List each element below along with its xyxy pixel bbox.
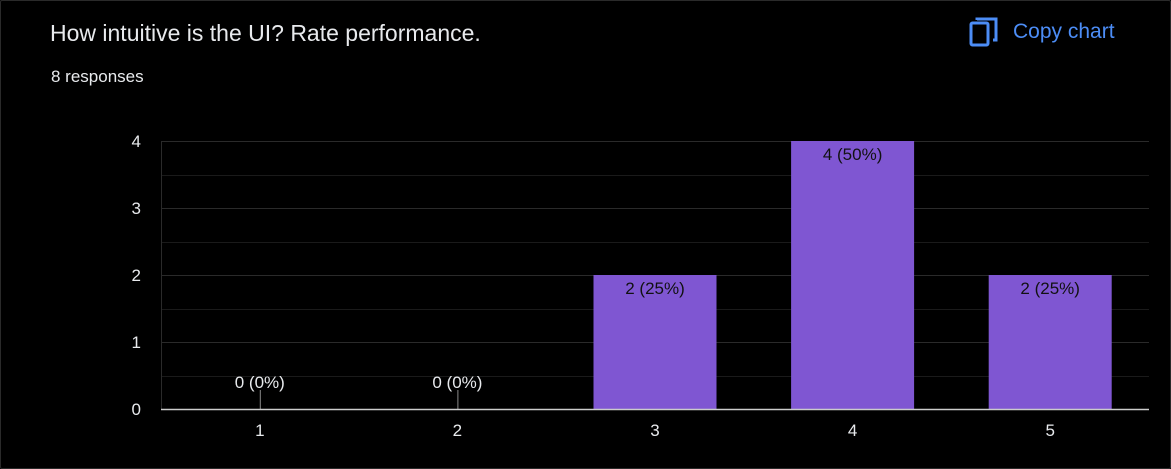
y-tick-label: 2 [132, 266, 141, 285]
bar [791, 141, 915, 409]
y-tick-label: 1 [132, 333, 141, 352]
x-tick-label: 4 [848, 421, 857, 440]
data-label: 4 (50%) [823, 145, 883, 164]
chart-title: How intuitive is the UI? Rate performanc… [50, 20, 481, 46]
copy-icon [969, 17, 998, 47]
data-label: 0 (0%) [235, 373, 285, 392]
copy-chart-label: Copy chart [1013, 20, 1115, 43]
x-tick-label: 5 [1045, 421, 1054, 440]
data-label: 2 (25%) [1020, 279, 1080, 298]
y-tick-label: 3 [132, 199, 141, 218]
bar [988, 275, 1112, 409]
bar [593, 275, 717, 409]
x-tick-label: 1 [255, 421, 264, 440]
data-label: 2 (25%) [625, 279, 685, 298]
data-label: 0 (0%) [432, 373, 482, 392]
copy-chart-button[interactable]: Copy chart [963, 13, 1121, 51]
y-tick-label: 4 [132, 132, 141, 151]
x-tick-label: 3 [650, 421, 659, 440]
y-tick-label: 0 [132, 400, 141, 419]
x-tick-label: 2 [453, 421, 462, 440]
response-count: 8 responses [51, 67, 144, 86]
